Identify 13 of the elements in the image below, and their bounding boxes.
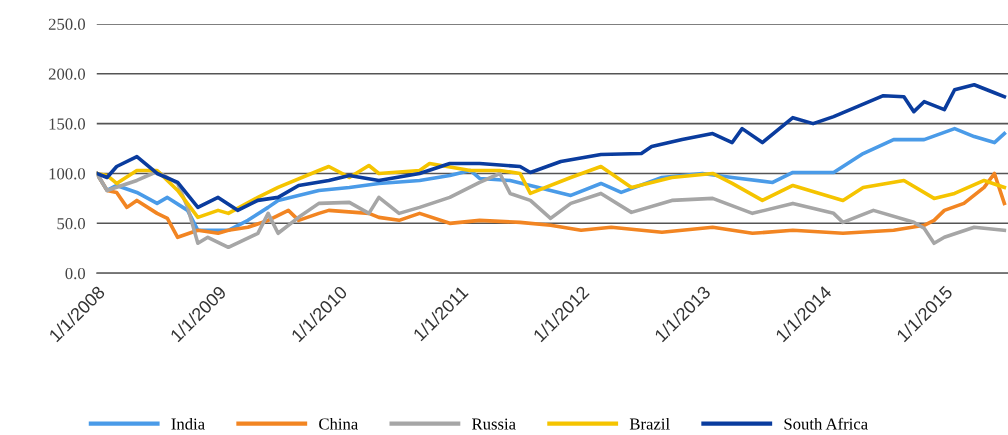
y-tick-label: 100.0	[49, 168, 86, 180]
legend-label: Russia	[472, 418, 516, 430]
y-tick-label: 150.0	[49, 118, 86, 130]
y-tick-label: 50.0	[57, 218, 86, 230]
legend-label: Brazil	[629, 417, 670, 430]
line-series	[96, 82, 1007, 213]
legend-label: China	[319, 417, 359, 430]
legend-label: India	[171, 417, 205, 430]
line-series	[96, 161, 1007, 220]
y-tick-label: 0.0	[65, 267, 86, 280]
y-tick-label: 200.0	[48, 68, 86, 80]
legend-label: South Africa	[784, 417, 868, 430]
y-tick-label: 250.0	[48, 18, 86, 30]
